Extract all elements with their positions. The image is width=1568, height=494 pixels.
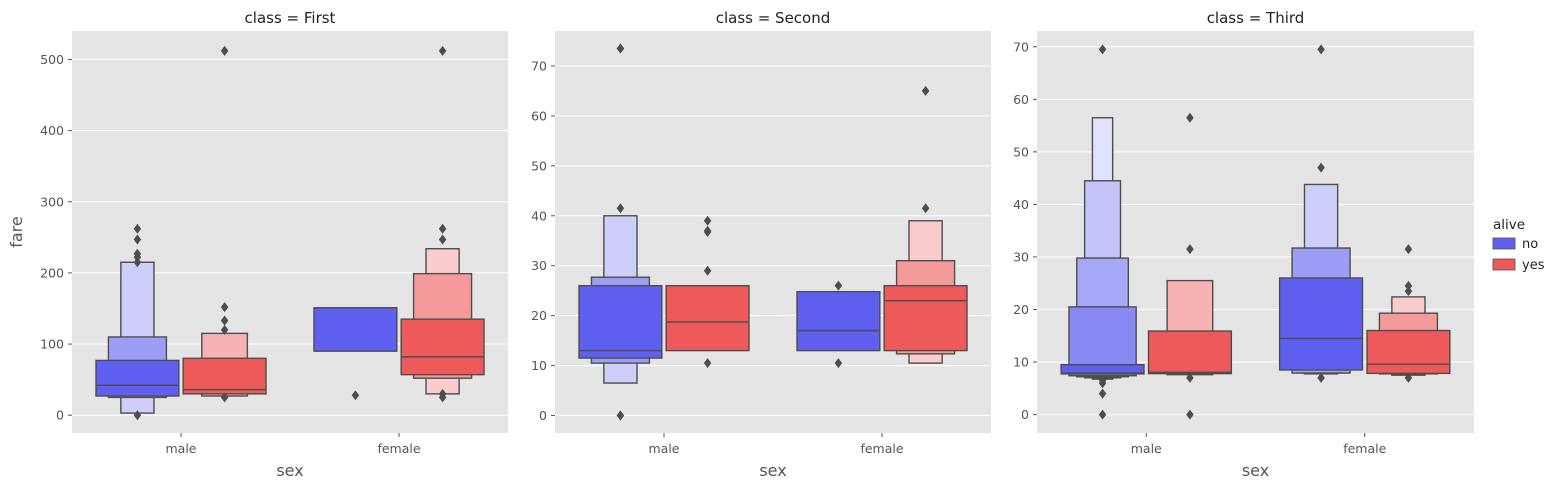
outlier-point xyxy=(1098,375,1107,386)
outlier-point xyxy=(438,45,447,56)
x-tick-label: female xyxy=(377,441,420,456)
outlier-point xyxy=(220,302,229,313)
y-tick-label: 10 xyxy=(1013,355,1029,370)
outlier-point xyxy=(1186,409,1194,420)
outlier-point xyxy=(1098,44,1107,55)
outlier-point xyxy=(133,223,142,234)
outlier-point xyxy=(703,215,712,226)
y-tick-label: 50 xyxy=(1013,144,1029,159)
outlier-point xyxy=(1317,162,1325,173)
boxen-level-male-no xyxy=(95,359,180,397)
x-axis-label: sex xyxy=(759,461,786,480)
outlier-point xyxy=(1186,372,1194,383)
legend-title: alive xyxy=(1493,217,1525,233)
outlier-point xyxy=(834,280,843,291)
outlier-point xyxy=(1404,280,1413,291)
y-tick-label: 30 xyxy=(531,258,547,273)
y-tick-label: 0 xyxy=(56,408,64,423)
outlier-point xyxy=(1404,372,1413,383)
y-tick-label: 20 xyxy=(531,308,547,323)
x-axis-label: sex xyxy=(1242,461,1269,480)
y-tick-label: 60 xyxy=(1013,92,1029,107)
panel-title: class = Second xyxy=(716,9,831,27)
outlier-point xyxy=(220,315,229,326)
x-tick-label: female xyxy=(1343,441,1386,456)
outlier-point xyxy=(703,265,712,276)
outlier-point xyxy=(921,203,930,214)
y-tick-label: 60 xyxy=(531,108,547,123)
outlier-point xyxy=(1404,286,1413,297)
outlier-point xyxy=(1098,388,1107,399)
y-tick-label: 70 xyxy=(531,58,547,73)
boxen-level-male-no xyxy=(578,284,663,359)
x-axis-label: sex xyxy=(276,461,303,480)
outlier-point xyxy=(703,225,712,236)
outlier-point xyxy=(1317,372,1325,383)
x-tick-label: male xyxy=(1131,441,1162,456)
boxen-level-male-yes xyxy=(665,284,750,352)
boxen-level-female-no xyxy=(313,307,398,352)
panel-title: class = Third xyxy=(1207,9,1305,27)
boxen-level-male-yes xyxy=(1147,330,1233,375)
outlier-point xyxy=(616,410,625,421)
y-axis-label: fare xyxy=(7,216,26,248)
outlier-point xyxy=(133,410,142,421)
panel-title: class = First xyxy=(245,9,336,27)
y-tick-label: 200 xyxy=(40,265,64,280)
y-tick-label: 10 xyxy=(531,358,547,373)
y-tick-label: 50 xyxy=(531,158,547,173)
y-tick-label: 70 xyxy=(1013,39,1029,54)
outlier-point xyxy=(616,43,625,54)
legend-swatch-yes xyxy=(1492,258,1516,271)
boxen-level-male-yes xyxy=(182,357,267,395)
x-tick-label: male xyxy=(649,441,680,456)
legend-swatch-no xyxy=(1492,237,1516,250)
outlier-point xyxy=(1186,112,1194,123)
outlier-point xyxy=(220,324,229,335)
legend-label-no: no xyxy=(1522,237,1538,252)
outlier-point xyxy=(133,248,142,259)
y-tick-label: 100 xyxy=(40,337,64,352)
outlier-point xyxy=(834,358,843,369)
outlier-point xyxy=(1098,409,1107,420)
outlier-point xyxy=(616,203,625,214)
boxen-level-female-yes xyxy=(883,284,968,352)
outlier-point xyxy=(1404,244,1413,255)
x-tick-label: female xyxy=(860,441,903,456)
x-tick-label: male xyxy=(166,441,197,456)
legend-label-yes: yes xyxy=(1522,258,1545,273)
y-tick-label: 40 xyxy=(1013,197,1029,212)
y-tick-label: 20 xyxy=(1013,302,1029,317)
y-tick-label: 0 xyxy=(539,408,547,423)
outlier-point xyxy=(1317,44,1325,55)
outlier-point xyxy=(351,390,360,401)
y-tick-label: 40 xyxy=(531,208,547,223)
boxen-level-female-yes xyxy=(400,318,485,376)
outlier-point xyxy=(438,223,447,234)
boxen-level-female-no xyxy=(796,290,881,352)
outlier-point xyxy=(133,234,142,245)
outlier-point xyxy=(438,234,447,245)
outlier-point xyxy=(438,388,447,399)
y-tick-label: 400 xyxy=(40,123,64,138)
outlier-point xyxy=(703,358,712,369)
outlier-point xyxy=(220,392,229,403)
outlier-point xyxy=(220,45,229,56)
outlier-point xyxy=(921,85,930,96)
outlier-point xyxy=(1186,244,1194,255)
boxen-level-male-no xyxy=(1060,363,1145,375)
y-tick-label: 500 xyxy=(40,52,64,67)
y-tick-label: 0 xyxy=(1021,407,1029,422)
y-tick-label: 30 xyxy=(1013,249,1029,264)
boxen-level-female-yes xyxy=(1366,329,1451,375)
boxen-level-female-no xyxy=(1278,277,1364,371)
y-tick-label: 300 xyxy=(40,194,64,209)
